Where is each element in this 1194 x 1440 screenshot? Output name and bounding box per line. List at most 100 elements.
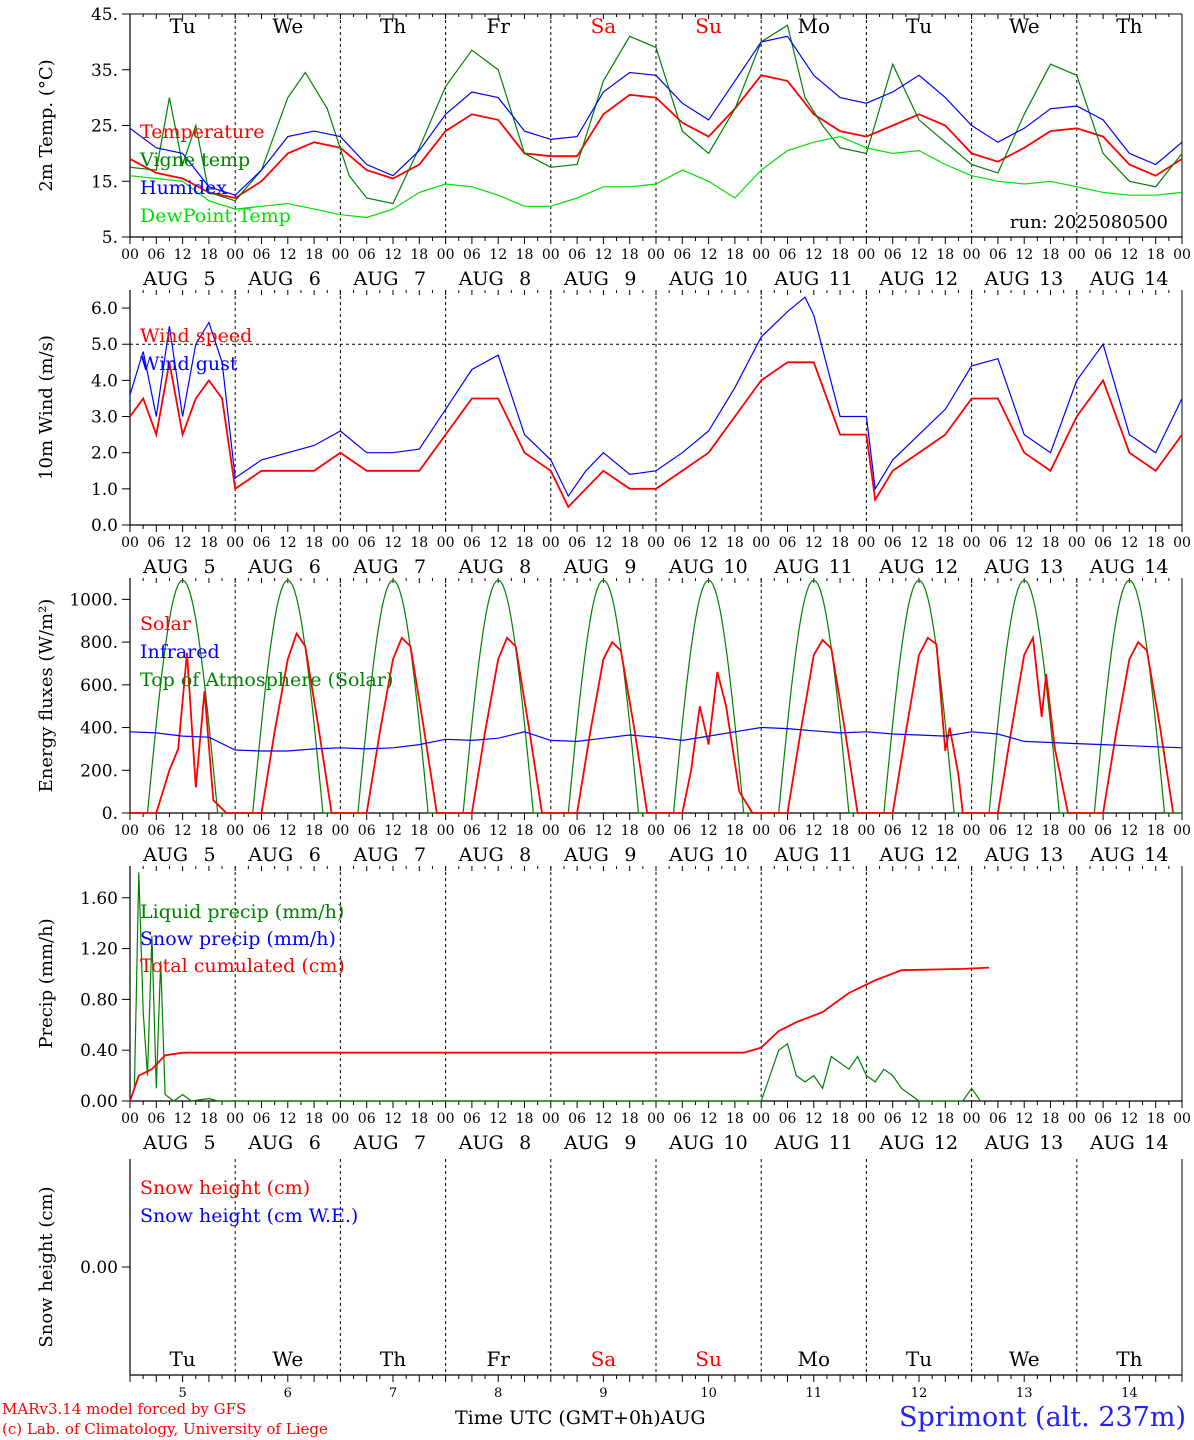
hour-tick-label: 00 — [857, 823, 875, 839]
y-tick-label: 1000. — [69, 590, 118, 610]
hour-tick-label: 00 — [1068, 535, 1086, 551]
hour-tick-label: 12 — [489, 823, 507, 839]
legend-entry: Vigne temp — [139, 149, 250, 171]
hour-tick-label: 00 — [542, 535, 560, 551]
day-of-week-label: We — [1009, 14, 1040, 38]
y-tick-label: 45. — [91, 5, 118, 25]
hour-tick-label: 18 — [726, 1111, 744, 1127]
model-credit: MARv3.14 model forced by GFS — [2, 1400, 247, 1418]
date-number-label: 12 — [911, 1386, 928, 1401]
hour-tick-label: 12 — [1120, 247, 1138, 263]
y-axis-title: 10m Wind (m/s) — [36, 335, 57, 480]
y-axis-title: Energy fluxes (W/m²) — [36, 599, 57, 793]
date-label-month: AUG — [984, 844, 1030, 866]
y-tick-label: 5.0 — [91, 335, 118, 355]
y-tick-label: 0.00 — [80, 1092, 118, 1112]
hour-tick-label: 00 — [963, 535, 981, 551]
date-label-day: 12 — [934, 268, 958, 290]
hour-tick-label: 12 — [1120, 1111, 1138, 1127]
day-of-week-label: Th — [380, 14, 406, 38]
y-tick-label: 15. — [91, 172, 118, 192]
date-number-label: 14 — [1121, 1386, 1138, 1401]
panel-3: 0. 200. 400. 600. 800. 1000. Energy fluxes (W/… — [36, 578, 1191, 866]
hour-tick-label: 06 — [989, 823, 1007, 839]
date-label-month: AUG — [1089, 268, 1135, 290]
date-label-month: AUG — [879, 1132, 925, 1154]
hour-tick-label: 06 — [1094, 535, 1112, 551]
y-tick-label: 35. — [91, 61, 118, 81]
y-axis-title: Snow height (cm) — [36, 1186, 57, 1347]
hour-tick-label: 06 — [147, 247, 165, 263]
date-label-month: AUG — [984, 556, 1030, 578]
hour-tick-label: 12 — [1015, 247, 1033, 263]
hour-tick-label: 06 — [779, 823, 797, 839]
hour-tick-label: 12 — [805, 1111, 823, 1127]
hour-tick-label: 12 — [279, 823, 297, 839]
date-label-month: AUG — [563, 1132, 609, 1154]
date-number-label: 5 — [178, 1386, 186, 1401]
date-label-month: AUG — [247, 1132, 293, 1154]
date-label-month: AUG — [247, 844, 293, 866]
hour-tick-label: 06 — [779, 535, 797, 551]
date-label-month: AUG — [142, 556, 188, 578]
hour-tick-label: 06 — [358, 247, 376, 263]
run-label: run: 2025080500 — [1010, 212, 1168, 233]
hour-tick-label: 18 — [200, 823, 218, 839]
hour-tick-label: 12 — [174, 535, 192, 551]
date-label-day: 5 — [204, 1132, 216, 1154]
date-label-day: 7 — [414, 1132, 426, 1154]
day-of-week-label: Su — [695, 14, 722, 38]
hour-tick-label: 12 — [1015, 823, 1033, 839]
date-label-month: AUG — [773, 844, 819, 866]
date-label-day: 9 — [624, 268, 636, 290]
hour-tick-label: 18 — [726, 247, 744, 263]
hour-tick-label: 12 — [489, 247, 507, 263]
y-tick-label: 4.0 — [91, 371, 118, 391]
legend-entry: Snow height (cm) — [140, 1177, 310, 1199]
hour-tick-label: 06 — [253, 247, 271, 263]
hour-tick-label: 06 — [568, 247, 586, 263]
date-label-day: 14 — [1144, 268, 1168, 290]
y-tick-label: 5. — [102, 228, 118, 248]
hour-tick-label: 00 — [226, 823, 244, 839]
day-of-week-label: Tu — [169, 1347, 195, 1371]
date-label-month: AUG — [563, 844, 609, 866]
hour-tick-label: 00 — [1173, 247, 1191, 263]
date-label-month: AUG — [879, 844, 925, 866]
hour-tick-label: 00 — [963, 1111, 981, 1127]
day-of-week-label: We — [272, 1347, 303, 1371]
hour-tick-label: 18 — [936, 1111, 954, 1127]
date-label-month: AUG — [984, 1132, 1030, 1154]
date-label-day: 6 — [309, 844, 321, 866]
hour-tick-label: 00 — [1068, 247, 1086, 263]
day-of-week-label: We — [272, 14, 303, 38]
legend-entry: Humidex — [140, 177, 227, 199]
hour-tick-label: 12 — [279, 247, 297, 263]
date-label-month: AUG — [668, 268, 714, 290]
date-number-label: 8 — [494, 1386, 502, 1401]
date-label-month: AUG — [353, 844, 399, 866]
hour-tick-label: 00 — [542, 247, 560, 263]
hour-tick-label: 18 — [200, 535, 218, 551]
hour-tick-label: 00 — [752, 1111, 770, 1127]
hour-tick-label: 00 — [437, 1111, 455, 1127]
hour-tick-label: 18 — [726, 535, 744, 551]
hour-tick-label: 06 — [989, 535, 1007, 551]
legend-entry: Snow height (cm W.E.) — [140, 1205, 358, 1227]
hour-tick-label: 18 — [1042, 823, 1060, 839]
date-label-month: AUG — [142, 268, 188, 290]
series-dewpoint-temp — [129, 135, 1183, 219]
series-wind-gust — [129, 296, 1183, 498]
hour-tick-label: 18 — [305, 535, 323, 551]
hour-tick-label: 18 — [621, 1111, 639, 1127]
date-label-month: AUG — [879, 556, 925, 578]
y-axis-title: 2m Temp. (°C) — [36, 59, 57, 191]
date-label-day: 14 — [1144, 844, 1168, 866]
y-tick-label: 0.40 — [80, 1041, 118, 1061]
hour-tick-label: 18 — [1042, 247, 1060, 263]
hour-tick-label: 18 — [200, 1111, 218, 1127]
hour-tick-label: 06 — [884, 1111, 902, 1127]
hour-tick-label: 18 — [410, 535, 428, 551]
hour-tick-label: 06 — [147, 535, 165, 551]
